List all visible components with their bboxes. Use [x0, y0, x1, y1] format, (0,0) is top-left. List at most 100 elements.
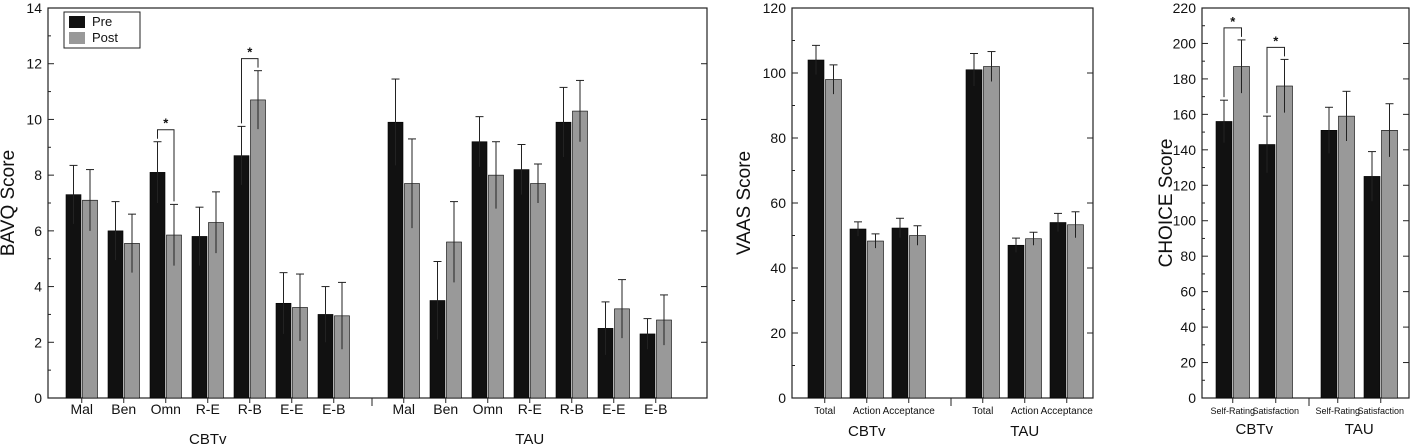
vaas-category-label: Acceptance — [883, 406, 936, 417]
vaas-ytick-label: 60 — [770, 195, 786, 211]
choice-ytick-label: 160 — [1173, 106, 1197, 122]
choice-ytick-label: 100 — [1173, 213, 1197, 229]
choice-category-label: Satisfaction — [1357, 406, 1404, 416]
bavq-bar-pre — [555, 121, 572, 399]
chart-choice: 0 20 40 60 80 100 120 140 160 180 200 220 CHOICE Sco… — [1156, 0, 1410, 438]
legend-pre-swatch — [69, 16, 85, 28]
bavq-category-label: E-E — [602, 401, 625, 417]
bavq-group-label: TAU — [515, 431, 544, 446]
choice-ytick-label: 20 — [1180, 355, 1196, 371]
bavq-ytick-label: 14 — [26, 0, 42, 16]
choice-category-label: Self-Rating — [1315, 406, 1360, 416]
vaas-ytick-label: 40 — [770, 260, 786, 276]
vaas-category-label: Acceptance — [1041, 406, 1094, 417]
choice-category-label: Satisfaction — [1252, 406, 1299, 416]
bavq-ytick-label: 2 — [34, 334, 42, 350]
choice-bar-post — [1276, 85, 1293, 399]
bavq-ytick-label: 0 — [34, 390, 42, 406]
choice-bar-pre — [1215, 121, 1233, 399]
bavq-significance-bracket — [241, 58, 259, 124]
bavq-bar-pre — [233, 155, 250, 399]
vaas-bar-pre — [1007, 244, 1025, 399]
chart-bavq: 0 2 4 6 8 10 12 14 BAVQ Score Mal Ben Omn R-E R-B E-E E… — [0, 0, 708, 446]
vaas-ytick-label: 120 — [763, 0, 787, 16]
vaas-bar-pre — [891, 227, 909, 399]
choice-group-label: TAU — [1345, 421, 1374, 438]
vaas-group-label: CBTv — [848, 423, 886, 440]
bavq-category-label: Omn — [473, 401, 503, 417]
bavq-category-label: E-E — [280, 401, 303, 417]
bavq-ytick-label: 4 — [34, 279, 42, 295]
vaas-bar-pre — [1049, 222, 1067, 399]
bavq-category-label: Ben — [111, 401, 136, 417]
vaas-bar-pre — [965, 69, 983, 399]
bavq-ylabel: BAVQ Score — [0, 150, 19, 256]
vaas-category-label: Action — [1011, 406, 1039, 417]
choice-ytick-label: 220 — [1173, 0, 1197, 16]
choice-significance-bracket — [1223, 27, 1242, 98]
bavq-category-label: E-B — [644, 401, 667, 417]
bavq-category-label: Mal — [392, 401, 415, 417]
vaas-bar-post — [909, 235, 926, 399]
choice-ytick-label: 140 — [1173, 142, 1197, 158]
choice-bar-post — [1338, 115, 1355, 399]
bavq-category-label: Omn — [151, 401, 181, 417]
bavq-significance-star: * — [163, 116, 169, 131]
bavq-bar-pre — [513, 169, 530, 399]
vaas-ytick-label: 100 — [763, 65, 787, 81]
vaas-bar-post — [867, 240, 884, 399]
choice-ytick-label: 60 — [1180, 284, 1196, 300]
bavq-category-label: E-B — [322, 401, 345, 417]
bavq-category-label: Ben — [433, 401, 458, 417]
choice-bar-post — [1233, 66, 1250, 399]
bavq-category-label: R-E — [196, 401, 220, 417]
bavq-ytick-label: 10 — [26, 111, 42, 127]
vaas-ylabel: VAAS Score — [734, 151, 755, 255]
bavq-category-label: Mal — [70, 401, 93, 417]
bavq-bar-post — [572, 110, 588, 399]
choice-bar-pre — [1258, 144, 1276, 399]
vaas-group-label: TAU — [1010, 423, 1039, 440]
bavq-significance-bracket — [157, 129, 175, 202]
vaas-ytick-label: 20 — [770, 325, 786, 341]
choice-bar-post — [1381, 130, 1398, 399]
vaas-bar-pre — [849, 228, 867, 399]
vaas-category-label: Total — [972, 406, 993, 417]
choice-category-label: Self-Rating — [1210, 406, 1255, 416]
legend-pre-label: Pre — [92, 14, 112, 29]
bavq-bar-pre — [65, 194, 82, 399]
bavq-ytick-label: 8 — [34, 167, 42, 183]
bavq-bar-post — [250, 99, 266, 399]
vaas-bar-pre — [807, 59, 825, 399]
bavq-group-label: CBTv — [189, 431, 227, 446]
vaas-ytick-label: 80 — [770, 130, 786, 146]
bavq-category-label: R-B — [560, 401, 584, 417]
vaas-bar-post — [825, 79, 842, 399]
choice-bar-pre — [1320, 130, 1338, 399]
vaas-category-label: Action — [853, 406, 881, 417]
choice-ytick-label: 200 — [1173, 35, 1197, 51]
choice-group-label: CBTv — [1236, 421, 1274, 438]
vaas-bar-post — [1025, 238, 1042, 399]
choice-ytick-label: 180 — [1173, 71, 1197, 87]
choice-ylabel: CHOICE Score — [1156, 139, 1177, 268]
choice-ytick-label: 120 — [1173, 177, 1197, 193]
legend-post-swatch — [69, 32, 85, 44]
bavq-ytick-label: 12 — [26, 56, 42, 72]
vaas-category-label: Total — [814, 406, 835, 417]
legend: Pre Post — [63, 11, 141, 49]
vaas-bar-post — [1067, 224, 1084, 399]
choice-significance-bracket — [1266, 46, 1285, 114]
choice-significance-star: * — [1230, 14, 1236, 29]
bavq-bar-post — [530, 183, 546, 399]
choice-significance-star: * — [1273, 33, 1279, 48]
choice-ytick-label: 0 — [1188, 390, 1196, 406]
choice-ytick-label: 40 — [1180, 319, 1196, 335]
vaas-bar-post — [983, 66, 1000, 399]
bavq-category-label: R-E — [518, 401, 542, 417]
bavq-significance-star: * — [247, 45, 253, 60]
bavq-bar-pre — [149, 172, 166, 399]
bavq-category-label: R-B — [238, 401, 262, 417]
